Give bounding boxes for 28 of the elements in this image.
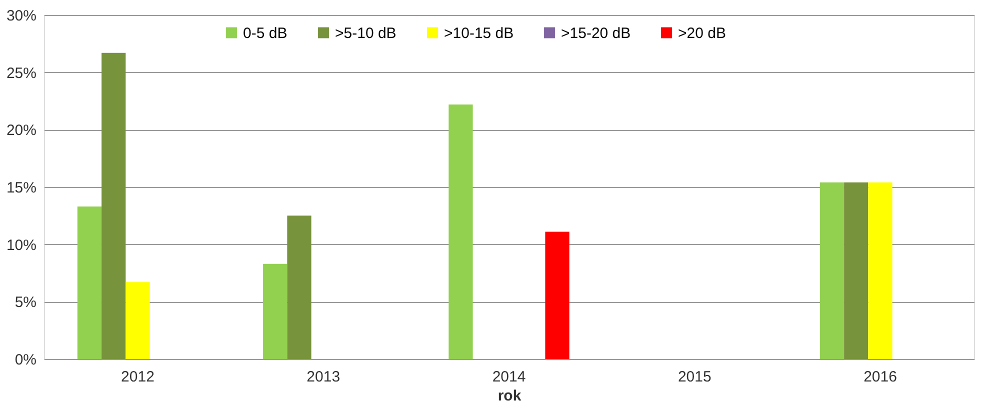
- legend-label: >15-20 dB: [561, 24, 631, 42]
- bar: [102, 52, 126, 359]
- y-tick-label: 0%: [14, 352, 36, 368]
- x-axis-title: rok: [498, 388, 522, 404]
- y-tick-label: 5%: [14, 294, 36, 312]
- y-tick-label: 20%: [6, 122, 36, 140]
- legend-label: >10-15 dB: [444, 24, 514, 42]
- bar: [126, 282, 150, 359]
- x-tick-label: 2015: [678, 368, 712, 386]
- legend-label: 0-5 dB: [243, 24, 288, 42]
- y-tick-label: 30%: [6, 8, 36, 24]
- bar: [820, 182, 844, 359]
- bar: [77, 206, 102, 359]
- bar: [448, 104, 473, 359]
- legend-label: >5-10 dB: [335, 24, 396, 42]
- x-tick-label: 2012: [121, 368, 154, 386]
- bar: [263, 264, 288, 359]
- legend-label: >20 dB: [678, 24, 726, 42]
- bar: [844, 182, 868, 359]
- bar: [287, 216, 312, 359]
- x-tick-label: 2014: [492, 368, 526, 386]
- y-tick-label: 15%: [6, 180, 36, 196]
- x-tick-label: 2016: [864, 368, 897, 386]
- bar: [868, 182, 892, 359]
- y-tick-label: 10%: [6, 236, 36, 254]
- y-tick-label: 25%: [6, 64, 36, 82]
- bar: [545, 232, 570, 359]
- x-tick-label: 2013: [306, 368, 340, 386]
